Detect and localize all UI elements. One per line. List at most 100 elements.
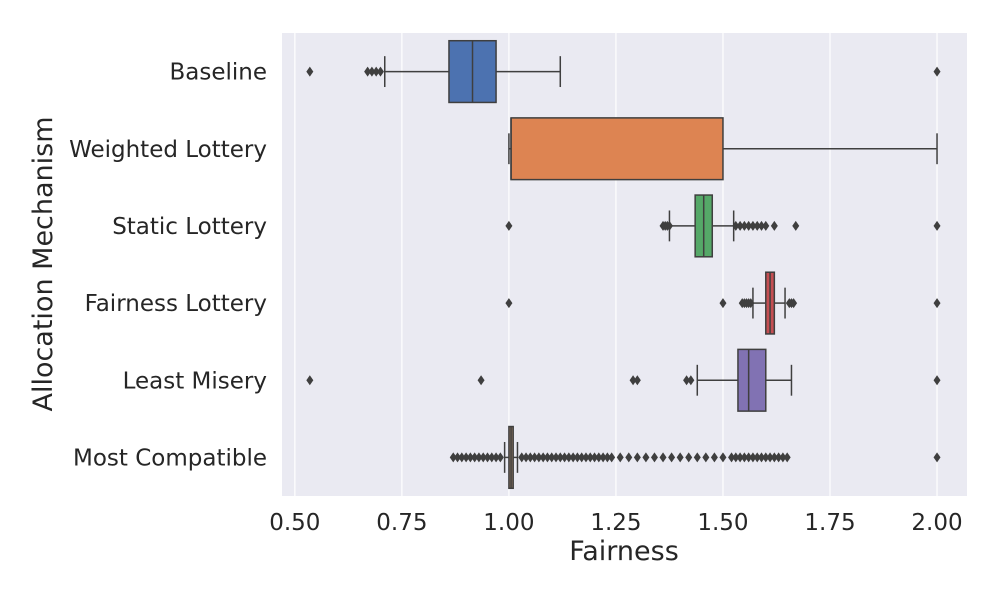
- box-group: [449, 425, 941, 490]
- outlier-point: [933, 298, 941, 309]
- outlier-point: [736, 220, 744, 231]
- y-tick-label: Weighted Lottery: [69, 137, 267, 163]
- outlier-point: [933, 452, 941, 463]
- outlier-point: [449, 452, 457, 463]
- y-axis-title: Allocation Mechanism: [28, 116, 59, 411]
- outlier-point: [753, 452, 761, 463]
- x-axis-title: Fairness: [569, 536, 679, 567]
- outlier-point: [492, 452, 500, 463]
- outlier-point: [758, 452, 765, 463]
- x-tick-label: 2.00: [911, 510, 962, 536]
- gridlines: [294, 33, 938, 496]
- outlier-point: [719, 452, 727, 463]
- outlier-point: [747, 298, 755, 309]
- x-tick-label: 1.00: [483, 510, 534, 536]
- outlier-point: [633, 452, 641, 463]
- outlier-point: [625, 452, 633, 463]
- x-tick-label: 0.50: [269, 510, 320, 536]
- x-tick-label: 1.75: [804, 510, 855, 536]
- outlier-point: [740, 452, 748, 463]
- outlier-point: [629, 375, 637, 386]
- outlier-point: [732, 220, 740, 231]
- outlier-point: [790, 298, 798, 309]
- outlier-point: [736, 452, 744, 463]
- box-group: [505, 271, 941, 335]
- box-group: [505, 194, 941, 258]
- outlier-point: [665, 220, 673, 231]
- outlier-point: [591, 452, 599, 463]
- outlier-point: [582, 452, 590, 463]
- outlier-point: [586, 452, 594, 463]
- outlier-point: [569, 452, 577, 463]
- outlier-point: [496, 452, 504, 463]
- y-tick-label: Baseline: [169, 60, 267, 86]
- outlier-point: [595, 452, 603, 463]
- outlier-point: [728, 452, 736, 463]
- y-tick-label: Static Lottery: [112, 214, 267, 240]
- outlier-point: [376, 66, 384, 77]
- outlier-point: [505, 298, 513, 309]
- box-group: [306, 348, 941, 412]
- y-tick-label: Fairness Lottery: [85, 291, 267, 317]
- outlier-point: [753, 220, 761, 231]
- x-tick-label: 1.50: [697, 510, 748, 536]
- outlier-point: [766, 452, 774, 463]
- outlier-point: [477, 375, 485, 386]
- plot-background: [282, 33, 967, 496]
- outlier-point: [933, 66, 941, 77]
- outlier-point: [518, 452, 526, 463]
- outlier-point: [543, 452, 551, 463]
- outlier-point: [933, 220, 941, 231]
- outlier-point: [552, 452, 560, 463]
- outlier-point: [762, 452, 770, 463]
- outlier-point: [783, 452, 791, 463]
- outlier-point: [608, 452, 616, 463]
- outlier-point: [668, 452, 676, 463]
- outlier-point: [306, 375, 314, 386]
- outlier-point: [676, 452, 684, 463]
- outlier-point: [693, 452, 701, 463]
- outlier-point: [762, 220, 770, 231]
- outlier-point: [556, 452, 564, 463]
- outlier-point: [749, 220, 757, 231]
- outlier-point: [603, 452, 611, 463]
- outlier-point: [535, 452, 543, 463]
- box-iqr: [737, 348, 767, 412]
- outlier-point: [458, 452, 466, 463]
- outlier-point: [539, 452, 547, 463]
- outlier-point: [561, 452, 569, 463]
- outlier-point: [531, 452, 539, 463]
- outlier-point: [687, 375, 695, 386]
- outlier-point: [770, 452, 778, 463]
- outlier-point: [573, 452, 581, 463]
- outlier-point: [599, 452, 607, 463]
- outlier-point: [466, 452, 474, 463]
- y-tick-label: Least Misery: [123, 368, 267, 394]
- outlier-point: [933, 375, 941, 386]
- tick-labels: 0.50 0.75 1.00 1.25 1.50 1.75 2.00 Baseline Weig…: [69, 60, 963, 536]
- outlier-point: [368, 66, 376, 77]
- outlier-point: [659, 452, 667, 463]
- outlier-point: [740, 220, 748, 231]
- outlier-point: [484, 452, 491, 463]
- outlier-point: [578, 452, 586, 463]
- outlier-point: [565, 452, 573, 463]
- outlier-point: [792, 220, 800, 231]
- box-group: [306, 39, 941, 104]
- box-iqr: [510, 117, 724, 181]
- outlier-point: [719, 298, 727, 309]
- outlier-point: [488, 452, 496, 463]
- boxes-layer: [306, 39, 941, 490]
- outlier-point: [685, 452, 693, 463]
- y-tick-label: Most Compatible: [73, 445, 267, 471]
- outlier-point: [462, 452, 470, 463]
- outlier-point: [710, 452, 718, 463]
- outlier-point: [548, 452, 556, 463]
- outlier-point: [479, 452, 487, 463]
- outlier-point: [505, 220, 513, 231]
- outlier-point: [732, 452, 740, 463]
- outlier-point: [642, 452, 650, 463]
- outlier-point: [471, 452, 479, 463]
- outlier-point: [745, 220, 753, 231]
- outlier-point: [650, 452, 658, 463]
